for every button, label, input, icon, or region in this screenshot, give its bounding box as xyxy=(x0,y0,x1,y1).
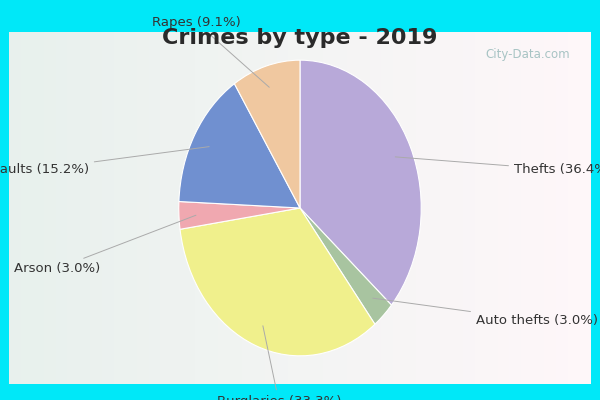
Text: Assaults (15.2%): Assaults (15.2%) xyxy=(0,147,209,176)
Text: Arson (3.0%): Arson (3.0%) xyxy=(14,215,196,275)
Text: City-Data.com: City-Data.com xyxy=(485,48,570,61)
Wedge shape xyxy=(300,208,391,324)
Text: Burglaries (33.3%): Burglaries (33.3%) xyxy=(217,326,341,400)
Text: Crimes by type - 2019: Crimes by type - 2019 xyxy=(163,28,437,48)
Text: Auto thefts (3.0%): Auto thefts (3.0%) xyxy=(373,298,598,327)
Wedge shape xyxy=(235,60,300,208)
Wedge shape xyxy=(300,60,421,305)
Wedge shape xyxy=(179,202,300,229)
Text: Thefts (36.4%): Thefts (36.4%) xyxy=(395,157,600,176)
Wedge shape xyxy=(180,208,375,356)
Wedge shape xyxy=(179,84,300,208)
Text: Rapes (9.1%): Rapes (9.1%) xyxy=(152,16,269,87)
